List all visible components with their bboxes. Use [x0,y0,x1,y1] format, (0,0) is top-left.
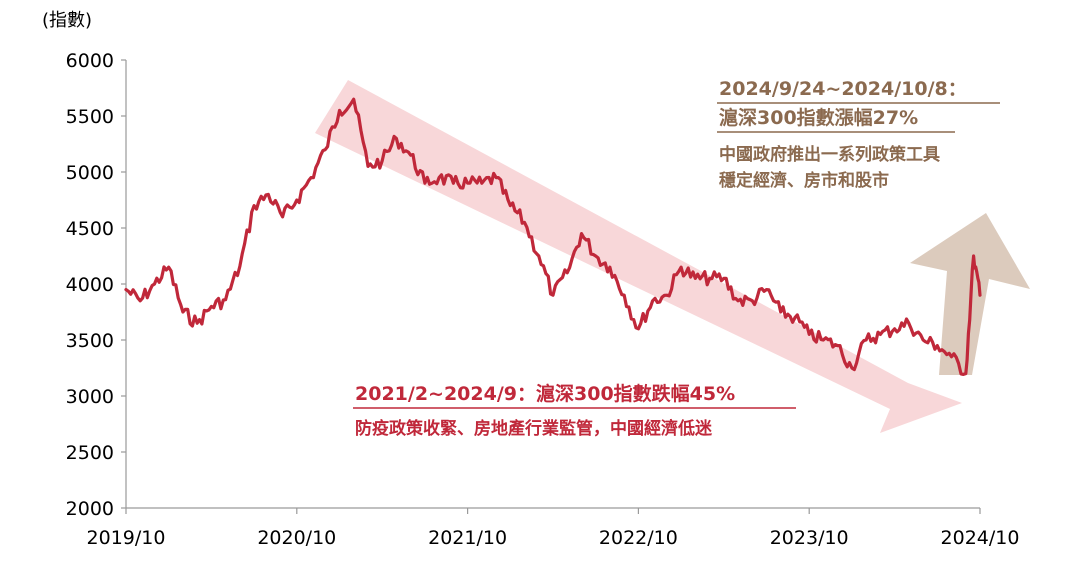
x-tick-group: 2019/10 2020/10 2021/10 2022/10 2023/10 2024/… [87,508,1020,549]
y-tick-label: 5500 [66,106,114,128]
x-tick-label: 2022/10 [599,527,678,549]
y-axis-unit: (指數) [42,10,92,31]
y-tick-label: 6000 [66,50,114,72]
series-line-csi300 [124,97,982,376]
x-tick-label: 2023/10 [770,527,849,549]
annotation-rally-subtitle-line2: 穩定經濟、房市和股市 [719,170,889,191]
y-tick-label: 5000 [66,162,114,184]
y-tick-label: 4000 [66,274,114,296]
x-tick-label: 2021/10 [428,527,507,549]
y-tick-label: 3500 [66,330,114,352]
annotation-rally-title-line2: 滬深300指數漲幅27% [719,106,918,129]
annotation-rally-title-line1: 2024/9/24~2024/10/8： [719,78,967,100]
y-tick-label: 2000 [66,498,114,520]
y-tick-label: 4500 [66,218,114,240]
x-tick-label: 2024/10 [941,527,1020,549]
y-tick-label: 2500 [66,442,114,464]
x-tick-label: 2020/10 [257,527,336,549]
annotation-decline-title: 2021/2~2024/9：滬深300指數跌幅45% [355,382,735,405]
annotation-rally-subtitle-line1: 中國政府推出一系列政策工具 [719,144,940,165]
y-tick-group: 2000 2500 3000 3500 4000 4500 5000 5500 6000 [66,50,126,520]
downtrend-arrow [315,80,962,433]
y-tick-label: 3000 [66,386,114,408]
x-tick-label: 2019/10 [87,527,166,549]
annotation-decline-subtitle: 防疫政策收緊、房地產行業監管，中國經濟低迷 [355,418,713,439]
